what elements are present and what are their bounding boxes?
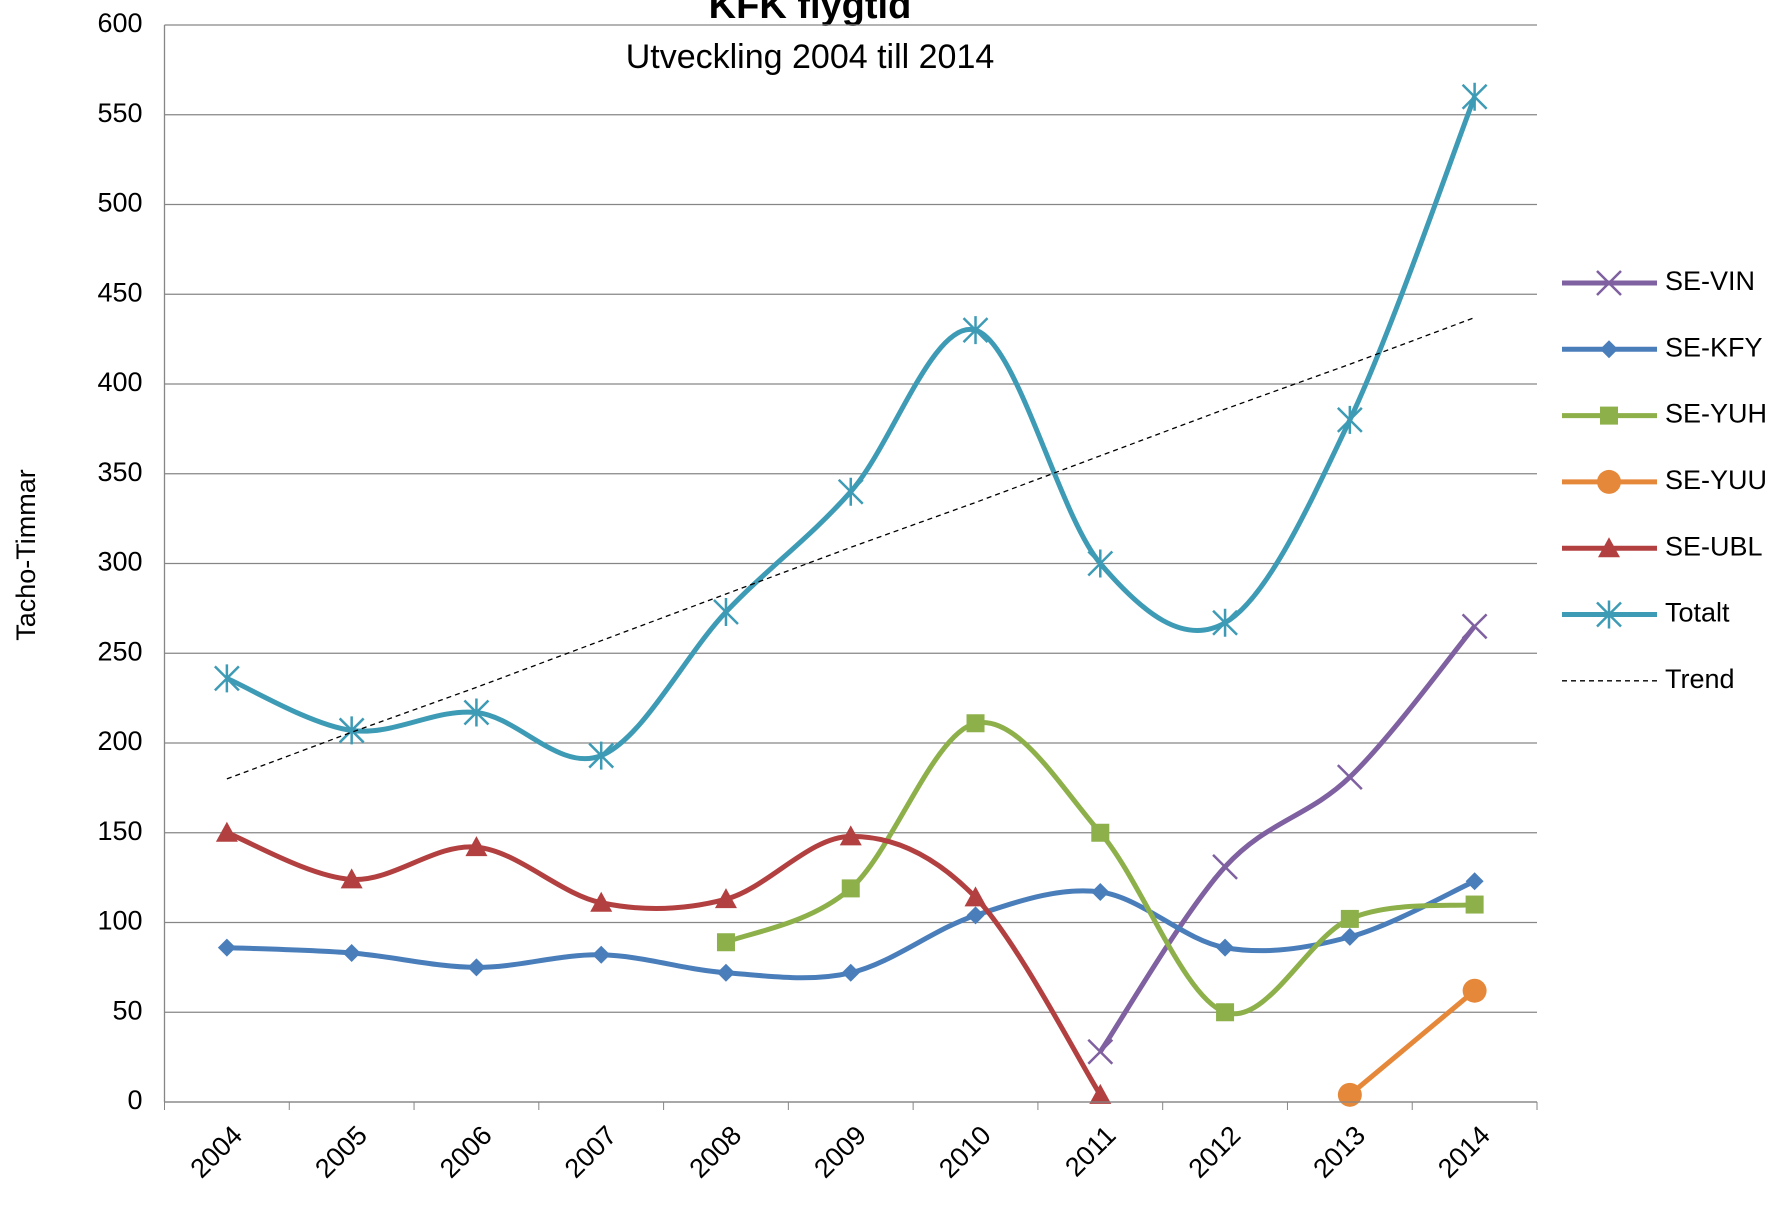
marker [1091, 823, 1110, 842]
legend-marker [1600, 406, 1618, 425]
marker [714, 888, 737, 909]
marker [588, 741, 615, 770]
x-tick-label: 2012 [1183, 1120, 1247, 1184]
marker [1465, 895, 1484, 914]
x-tick-label: 2014 [1432, 1120, 1496, 1184]
y-tick-label: 250 [97, 636, 142, 666]
marker [841, 963, 860, 982]
marker [1465, 872, 1484, 891]
marker [1087, 549, 1114, 578]
y-tick-label: 300 [97, 547, 142, 577]
marker [1461, 82, 1488, 111]
marker [1340, 909, 1359, 928]
marker [1461, 613, 1488, 640]
x-tick-label: 2010 [933, 1120, 997, 1184]
y-tick-label: 100 [97, 906, 142, 936]
marker [467, 958, 486, 977]
marker [1216, 1003, 1235, 1022]
y-axis-label: Tacho-Timmar [11, 469, 41, 641]
marker [1340, 927, 1359, 946]
y-tick-label: 450 [97, 277, 142, 307]
chart-subtitle: Utveckling 2004 till 2014 [626, 38, 995, 76]
marker [217, 938, 236, 957]
marker [716, 933, 735, 952]
series-line [1098, 624, 1477, 1054]
legend-label: SE-YUH [1665, 399, 1767, 429]
marker [1216, 938, 1235, 957]
marker [1212, 608, 1238, 637]
legend-label: SE-VIN [1665, 266, 1755, 296]
marker [214, 664, 240, 693]
legend-marker [1596, 270, 1622, 296]
marker [1091, 882, 1110, 901]
marker [962, 316, 989, 345]
legend-marker [1596, 600, 1622, 629]
legend-marker [1597, 469, 1621, 494]
marker [837, 477, 864, 506]
legend-marker [1600, 340, 1618, 359]
marker [841, 879, 860, 898]
marker [465, 836, 488, 857]
marker [1336, 764, 1363, 790]
marker [713, 597, 739, 626]
trend-line [226, 316, 1475, 780]
legend-label: SE-KFY [1665, 332, 1763, 362]
legend-label: Totalt [1665, 598, 1730, 628]
chart-title: KFK flygtid [709, 0, 912, 27]
x-tick-label: 2011 [1059, 1120, 1121, 1182]
marker [1336, 405, 1363, 434]
marker [1337, 1082, 1362, 1107]
y-tick-label: 150 [97, 816, 142, 846]
y-tick-label: 400 [97, 367, 142, 397]
marker [1462, 978, 1487, 1003]
series-line [1348, 988, 1477, 1097]
marker [215, 821, 238, 842]
y-tick-label: 500 [97, 188, 142, 218]
marker [342, 944, 361, 963]
legend-label: SE-UBL [1665, 531, 1763, 561]
marker [1212, 853, 1238, 880]
marker [590, 891, 613, 912]
marker [340, 868, 363, 889]
y-tick-label: 0 [127, 1085, 142, 1115]
x-tick-label: 2004 [184, 1120, 248, 1184]
legend-marker [1598, 537, 1620, 558]
marker [839, 825, 862, 846]
series-line [225, 95, 1477, 762]
marker [1087, 1038, 1114, 1065]
x-tick-label: 2009 [808, 1120, 872, 1184]
y-tick-label: 550 [97, 98, 142, 128]
x-tick-label: 2005 [309, 1120, 373, 1184]
x-tick-label: 2013 [1307, 1120, 1371, 1184]
x-tick-label: 2007 [559, 1120, 623, 1184]
x-tick-label: 2006 [434, 1120, 498, 1184]
marker [463, 698, 490, 727]
x-tick-label: 2008 [684, 1120, 748, 1184]
marker [964, 886, 987, 907]
legend-label: Trend [1665, 664, 1735, 694]
marker [592, 945, 611, 964]
marker [966, 906, 985, 925]
y-tick-label: 600 [97, 8, 142, 38]
legend-label: SE-YUU [1665, 465, 1767, 495]
marker [338, 716, 365, 745]
y-tick-label: 200 [97, 726, 142, 756]
y-tick-label: 350 [97, 457, 142, 487]
marker [1089, 1083, 1112, 1104]
marker [966, 714, 985, 733]
marker [716, 963, 735, 982]
y-tick-label: 50 [112, 995, 142, 1025]
